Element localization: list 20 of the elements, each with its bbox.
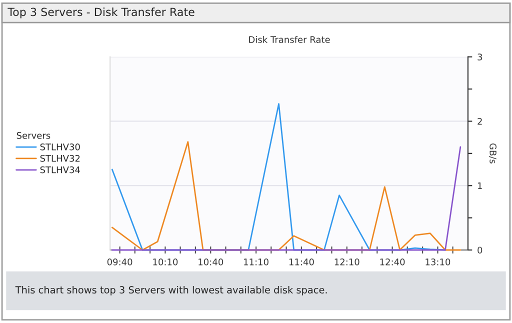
- x-tick-label: 11:10: [244, 258, 268, 266]
- legend-label: STLHV34: [40, 166, 80, 174]
- y-tick-label: 1: [478, 182, 482, 190]
- x-tick-label: 10:40: [198, 258, 224, 266]
- x-tick-label: 13:10: [426, 258, 450, 266]
- chart-title: Top 3 Servers - Disk Transfer Rate: [8, 8, 194, 18]
- x-tick-label: 11:40: [289, 258, 314, 266]
- legend-label: STLHV32: [40, 154, 80, 162]
- x-tick-label: 09:40: [107, 258, 132, 266]
- y-tick-label: 0: [478, 246, 482, 254]
- y-tick-label: 3: [478, 54, 482, 60]
- y-axis-title: GB/s: [488, 143, 496, 164]
- x-tick-label: 12:40: [380, 258, 405, 266]
- legend-title: Servers: [16, 132, 50, 139]
- legend-label: STLHV30: [40, 143, 80, 150]
- chart-subtitle: Disk Transfer Rate: [249, 36, 330, 43]
- x-tick-label: 10:10: [153, 258, 178, 266]
- text: This chart shows top 3 Servers with lowest available disk space.: [15, 286, 327, 296]
- y-tick-label: 2: [478, 118, 482, 125]
- x-tick-label: 12:10: [334, 258, 360, 266]
